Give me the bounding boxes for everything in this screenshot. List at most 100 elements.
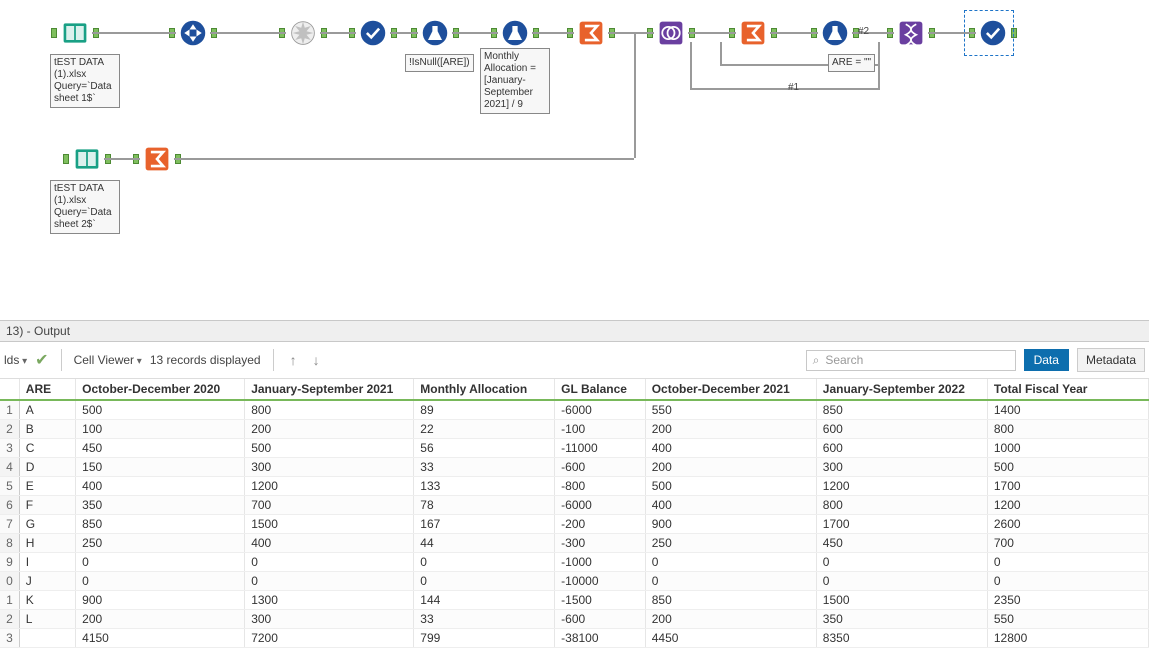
cell[interactable]: 2600	[987, 515, 1148, 534]
cell[interactable]: 1200	[245, 477, 414, 496]
up-arrow-icon[interactable]: ↑	[286, 352, 301, 368]
cell[interactable]: 550	[645, 400, 816, 420]
connector[interactable]	[452, 32, 498, 34]
column-header[interactable]: Monthly Allocation	[414, 379, 555, 400]
cell[interactable]: 150	[76, 458, 245, 477]
row-number[interactable]: 9	[0, 553, 19, 572]
cell[interactable]: H	[19, 534, 75, 553]
cell[interactable]: 800	[987, 420, 1148, 439]
cell[interactable]: 200	[645, 610, 816, 629]
cell[interactable]: 500	[645, 477, 816, 496]
cell[interactable]: 1400	[987, 400, 1148, 420]
connector[interactable]	[104, 158, 140, 160]
cell[interactable]	[19, 629, 75, 648]
cell[interactable]: 500	[76, 400, 245, 420]
cell[interactable]: -10000	[555, 572, 646, 591]
cell[interactable]: 600	[816, 439, 987, 458]
column-header[interactable]: January-September 2022	[816, 379, 987, 400]
cell[interactable]: 850	[816, 400, 987, 420]
results-grid[interactable]: AREOctober-December 2020January-Septembe…	[0, 379, 1149, 648]
cell[interactable]: 800	[245, 400, 414, 420]
cell[interactable]: 0	[645, 553, 816, 572]
cell[interactable]: 4150	[76, 629, 245, 648]
cell[interactable]: 400	[245, 534, 414, 553]
cell[interactable]: 1000	[987, 439, 1148, 458]
row-number[interactable]: 1	[0, 400, 19, 420]
connector[interactable]	[690, 88, 880, 90]
cell[interactable]: 8350	[816, 629, 987, 648]
down-arrow-icon[interactable]: ↓	[309, 352, 324, 368]
tool-node-input[interactable]	[58, 16, 92, 50]
table-row[interactable]: 1A50080089-60005508501400	[0, 400, 1149, 420]
fields-dropdown[interactable]: lds	[4, 353, 27, 367]
cell[interactable]: I	[19, 553, 75, 572]
cell[interactable]: D	[19, 458, 75, 477]
tool-node-input[interactable]	[70, 142, 104, 176]
cell[interactable]: J	[19, 572, 75, 591]
connector[interactable]	[878, 42, 880, 64]
cell[interactable]: -38100	[555, 629, 646, 648]
column-header[interactable]: October-December 2021	[645, 379, 816, 400]
cell[interactable]: 850	[645, 591, 816, 610]
cell[interactable]: 4450	[645, 629, 816, 648]
connector[interactable]	[690, 42, 692, 88]
cell[interactable]: -1500	[555, 591, 646, 610]
cell[interactable]: 0	[645, 572, 816, 591]
tool-node-summarize[interactable]	[574, 16, 608, 50]
connector[interactable]	[92, 32, 176, 34]
tool-node-formula[interactable]	[498, 16, 532, 50]
connector[interactable]	[770, 32, 818, 34]
row-number[interactable]: 3	[0, 439, 19, 458]
cell[interactable]: -11000	[555, 439, 646, 458]
cell[interactable]: -1000	[555, 553, 646, 572]
cell[interactable]: 250	[76, 534, 245, 553]
metadata-tab-button[interactable]: Metadata	[1077, 348, 1145, 372]
cell[interactable]: 78	[414, 496, 555, 515]
cell-viewer-dropdown[interactable]: Cell Viewer	[74, 353, 142, 367]
table-row[interactable]: 4D15030033-600200300500	[0, 458, 1149, 477]
cell[interactable]: 1200	[987, 496, 1148, 515]
cell[interactable]: 700	[987, 534, 1148, 553]
cell[interactable]: 200	[645, 458, 816, 477]
cell[interactable]: 0	[816, 572, 987, 591]
table-row[interactable]: 5E4001200133-80050012001700	[0, 477, 1149, 496]
cell[interactable]: 900	[645, 515, 816, 534]
cell[interactable]: -100	[555, 420, 646, 439]
cell[interactable]: 350	[76, 496, 245, 515]
cell[interactable]: A	[19, 400, 75, 420]
connector[interactable]	[174, 158, 634, 160]
table-row[interactable]: 8H25040044-300250450700	[0, 534, 1149, 553]
cell[interactable]: 200	[76, 610, 245, 629]
connector[interactable]	[210, 32, 286, 34]
connector[interactable]	[320, 32, 356, 34]
cell[interactable]: 0	[245, 572, 414, 591]
cell[interactable]: F	[19, 496, 75, 515]
tool-node-union[interactable]	[894, 16, 928, 50]
cell[interactable]: 1500	[816, 591, 987, 610]
cell[interactable]: E	[19, 477, 75, 496]
tool-node-formula[interactable]	[818, 16, 852, 50]
cell[interactable]: 22	[414, 420, 555, 439]
cell[interactable]: -6000	[555, 496, 646, 515]
table-row[interactable]: 6F35070078-60004008001200	[0, 496, 1149, 515]
column-header[interactable]	[0, 379, 19, 400]
tool-node-summarize[interactable]	[736, 16, 770, 50]
connector[interactable]	[720, 42, 722, 64]
cell[interactable]: 450	[76, 439, 245, 458]
cell[interactable]: C	[19, 439, 75, 458]
cell[interactable]: 500	[245, 439, 414, 458]
cell[interactable]: 800	[816, 496, 987, 515]
table-row[interactable]: 2B10020022-100200600800	[0, 420, 1149, 439]
connector[interactable]	[634, 34, 636, 158]
cell[interactable]: -600	[555, 458, 646, 477]
table-row[interactable]: 1K9001300144-150085015002350	[0, 591, 1149, 610]
cell[interactable]: 200	[245, 420, 414, 439]
tool-node-summarize[interactable]	[140, 142, 174, 176]
cell[interactable]: 850	[76, 515, 245, 534]
cell[interactable]: -300	[555, 534, 646, 553]
tool-node-formula[interactable]	[418, 16, 452, 50]
table-row[interactable]: 7G8501500167-20090017002600	[0, 515, 1149, 534]
cell[interactable]: 900	[76, 591, 245, 610]
cell[interactable]: 400	[645, 496, 816, 515]
cell[interactable]: L	[19, 610, 75, 629]
